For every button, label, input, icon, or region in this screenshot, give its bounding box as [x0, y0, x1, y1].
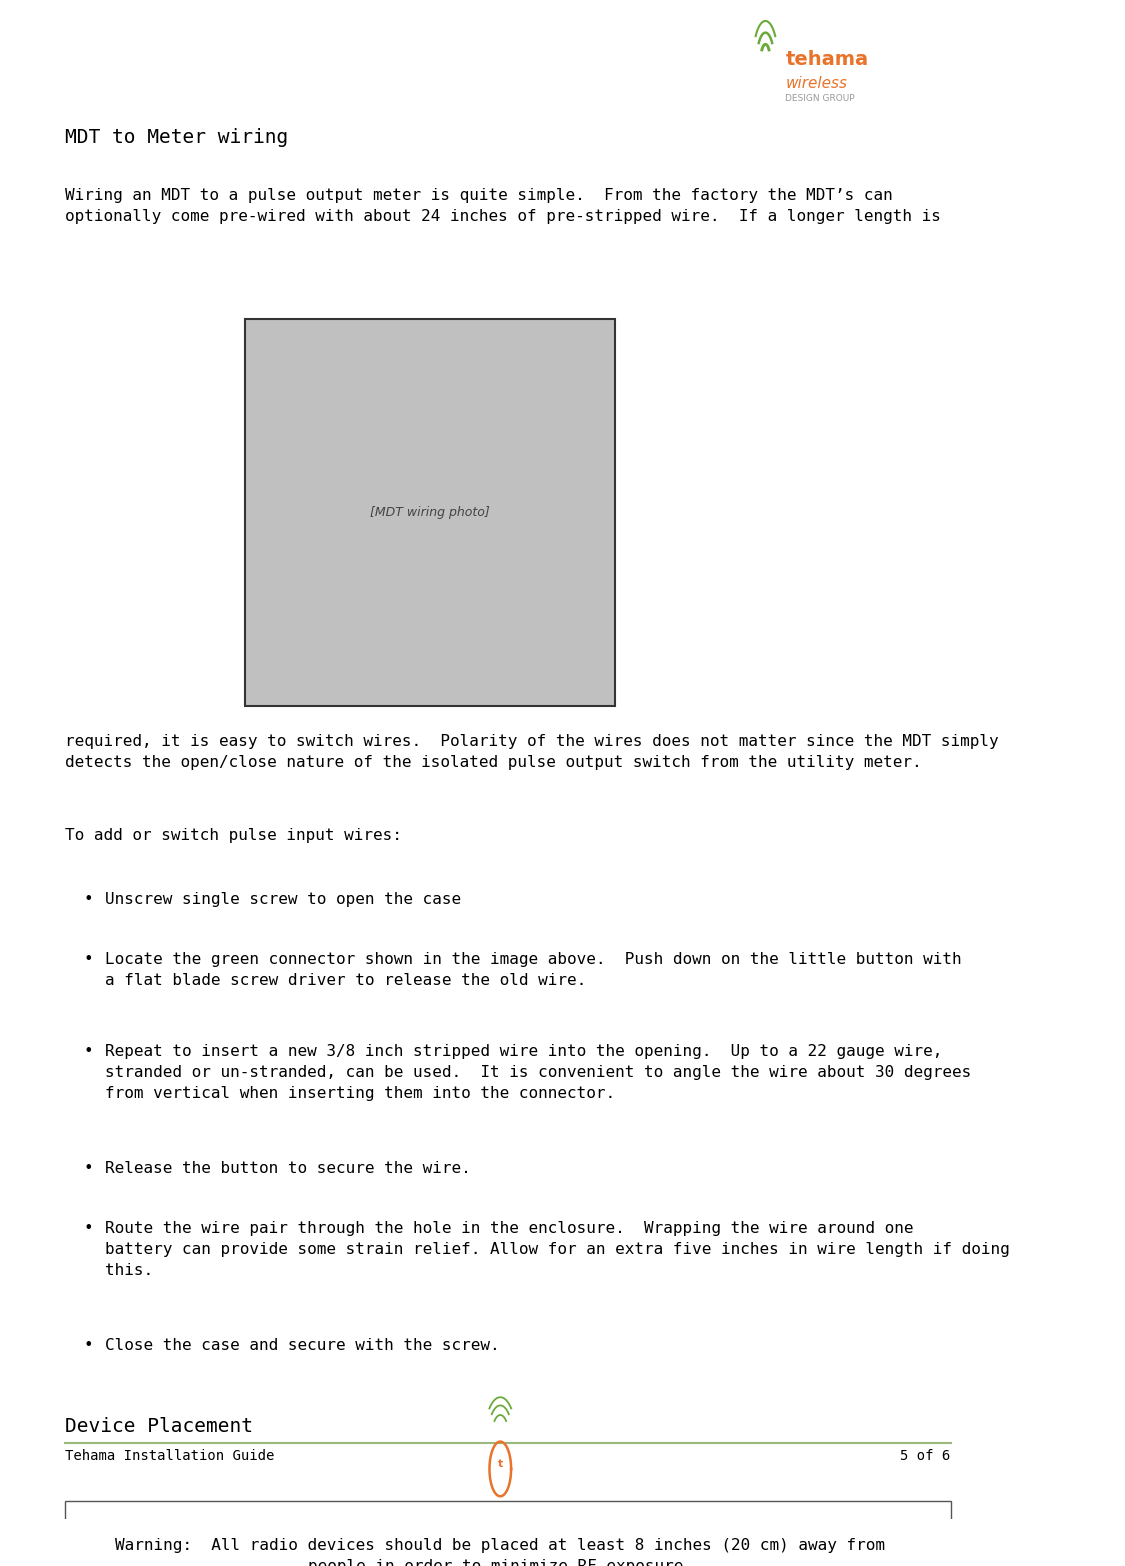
Text: MDT to Meter wiring: MDT to Meter wiring [65, 127, 288, 147]
Text: Route the wire pair through the hole in the enclosure.  Wrapping the wire around: Route the wire pair through the hole in … [105, 1221, 1010, 1278]
Text: •: • [83, 952, 92, 968]
Text: Release the button to secure the wire.: Release the button to secure the wire. [105, 1160, 470, 1176]
Text: Wiring an MDT to a pulse output meter is quite simple.  From the factory the MDT: Wiring an MDT to a pulse output meter is… [65, 188, 940, 224]
Text: Unscrew single screw to open the case: Unscrew single screw to open the case [105, 891, 461, 907]
Text: wireless: wireless [785, 77, 847, 91]
Text: t: t [497, 1460, 503, 1469]
Text: Device Placement: Device Placement [65, 1417, 253, 1436]
FancyBboxPatch shape [65, 1500, 951, 1566]
Text: To add or switch pulse input wires:: To add or switch pulse input wires: [65, 828, 402, 843]
Text: Warning:  All radio devices should be placed at least 8 inches (20 cm) away from: Warning: All radio devices should be pla… [115, 1538, 885, 1566]
Text: •: • [83, 1043, 92, 1059]
Text: •: • [83, 1160, 92, 1176]
Text: •: • [83, 891, 92, 907]
Text: •: • [83, 1339, 92, 1353]
Text: Repeat to insert a new 3/8 inch stripped wire into the opening.  Up to a 22 gaug: Repeat to insert a new 3/8 inch stripped… [105, 1043, 971, 1101]
Text: DESIGN GROUP: DESIGN GROUP [785, 94, 855, 103]
Text: Tehama Installation Guide: Tehama Installation Guide [65, 1449, 274, 1463]
Text: [MDT wiring photo]: [MDT wiring photo] [370, 506, 490, 520]
Text: Locate the green connector shown in the image above.  Push down on the little bu: Locate the green connector shown in the … [105, 952, 962, 988]
Text: •: • [83, 1221, 92, 1236]
Text: Close the case and secure with the screw.: Close the case and secure with the screw… [105, 1339, 500, 1353]
Text: tehama: tehama [785, 50, 869, 69]
Text: 5 of 6: 5 of 6 [900, 1449, 951, 1463]
Text: required, it is easy to switch wires.  Polarity of the wires does not matter sin: required, it is easy to switch wires. Po… [65, 734, 999, 770]
FancyBboxPatch shape [245, 319, 615, 706]
